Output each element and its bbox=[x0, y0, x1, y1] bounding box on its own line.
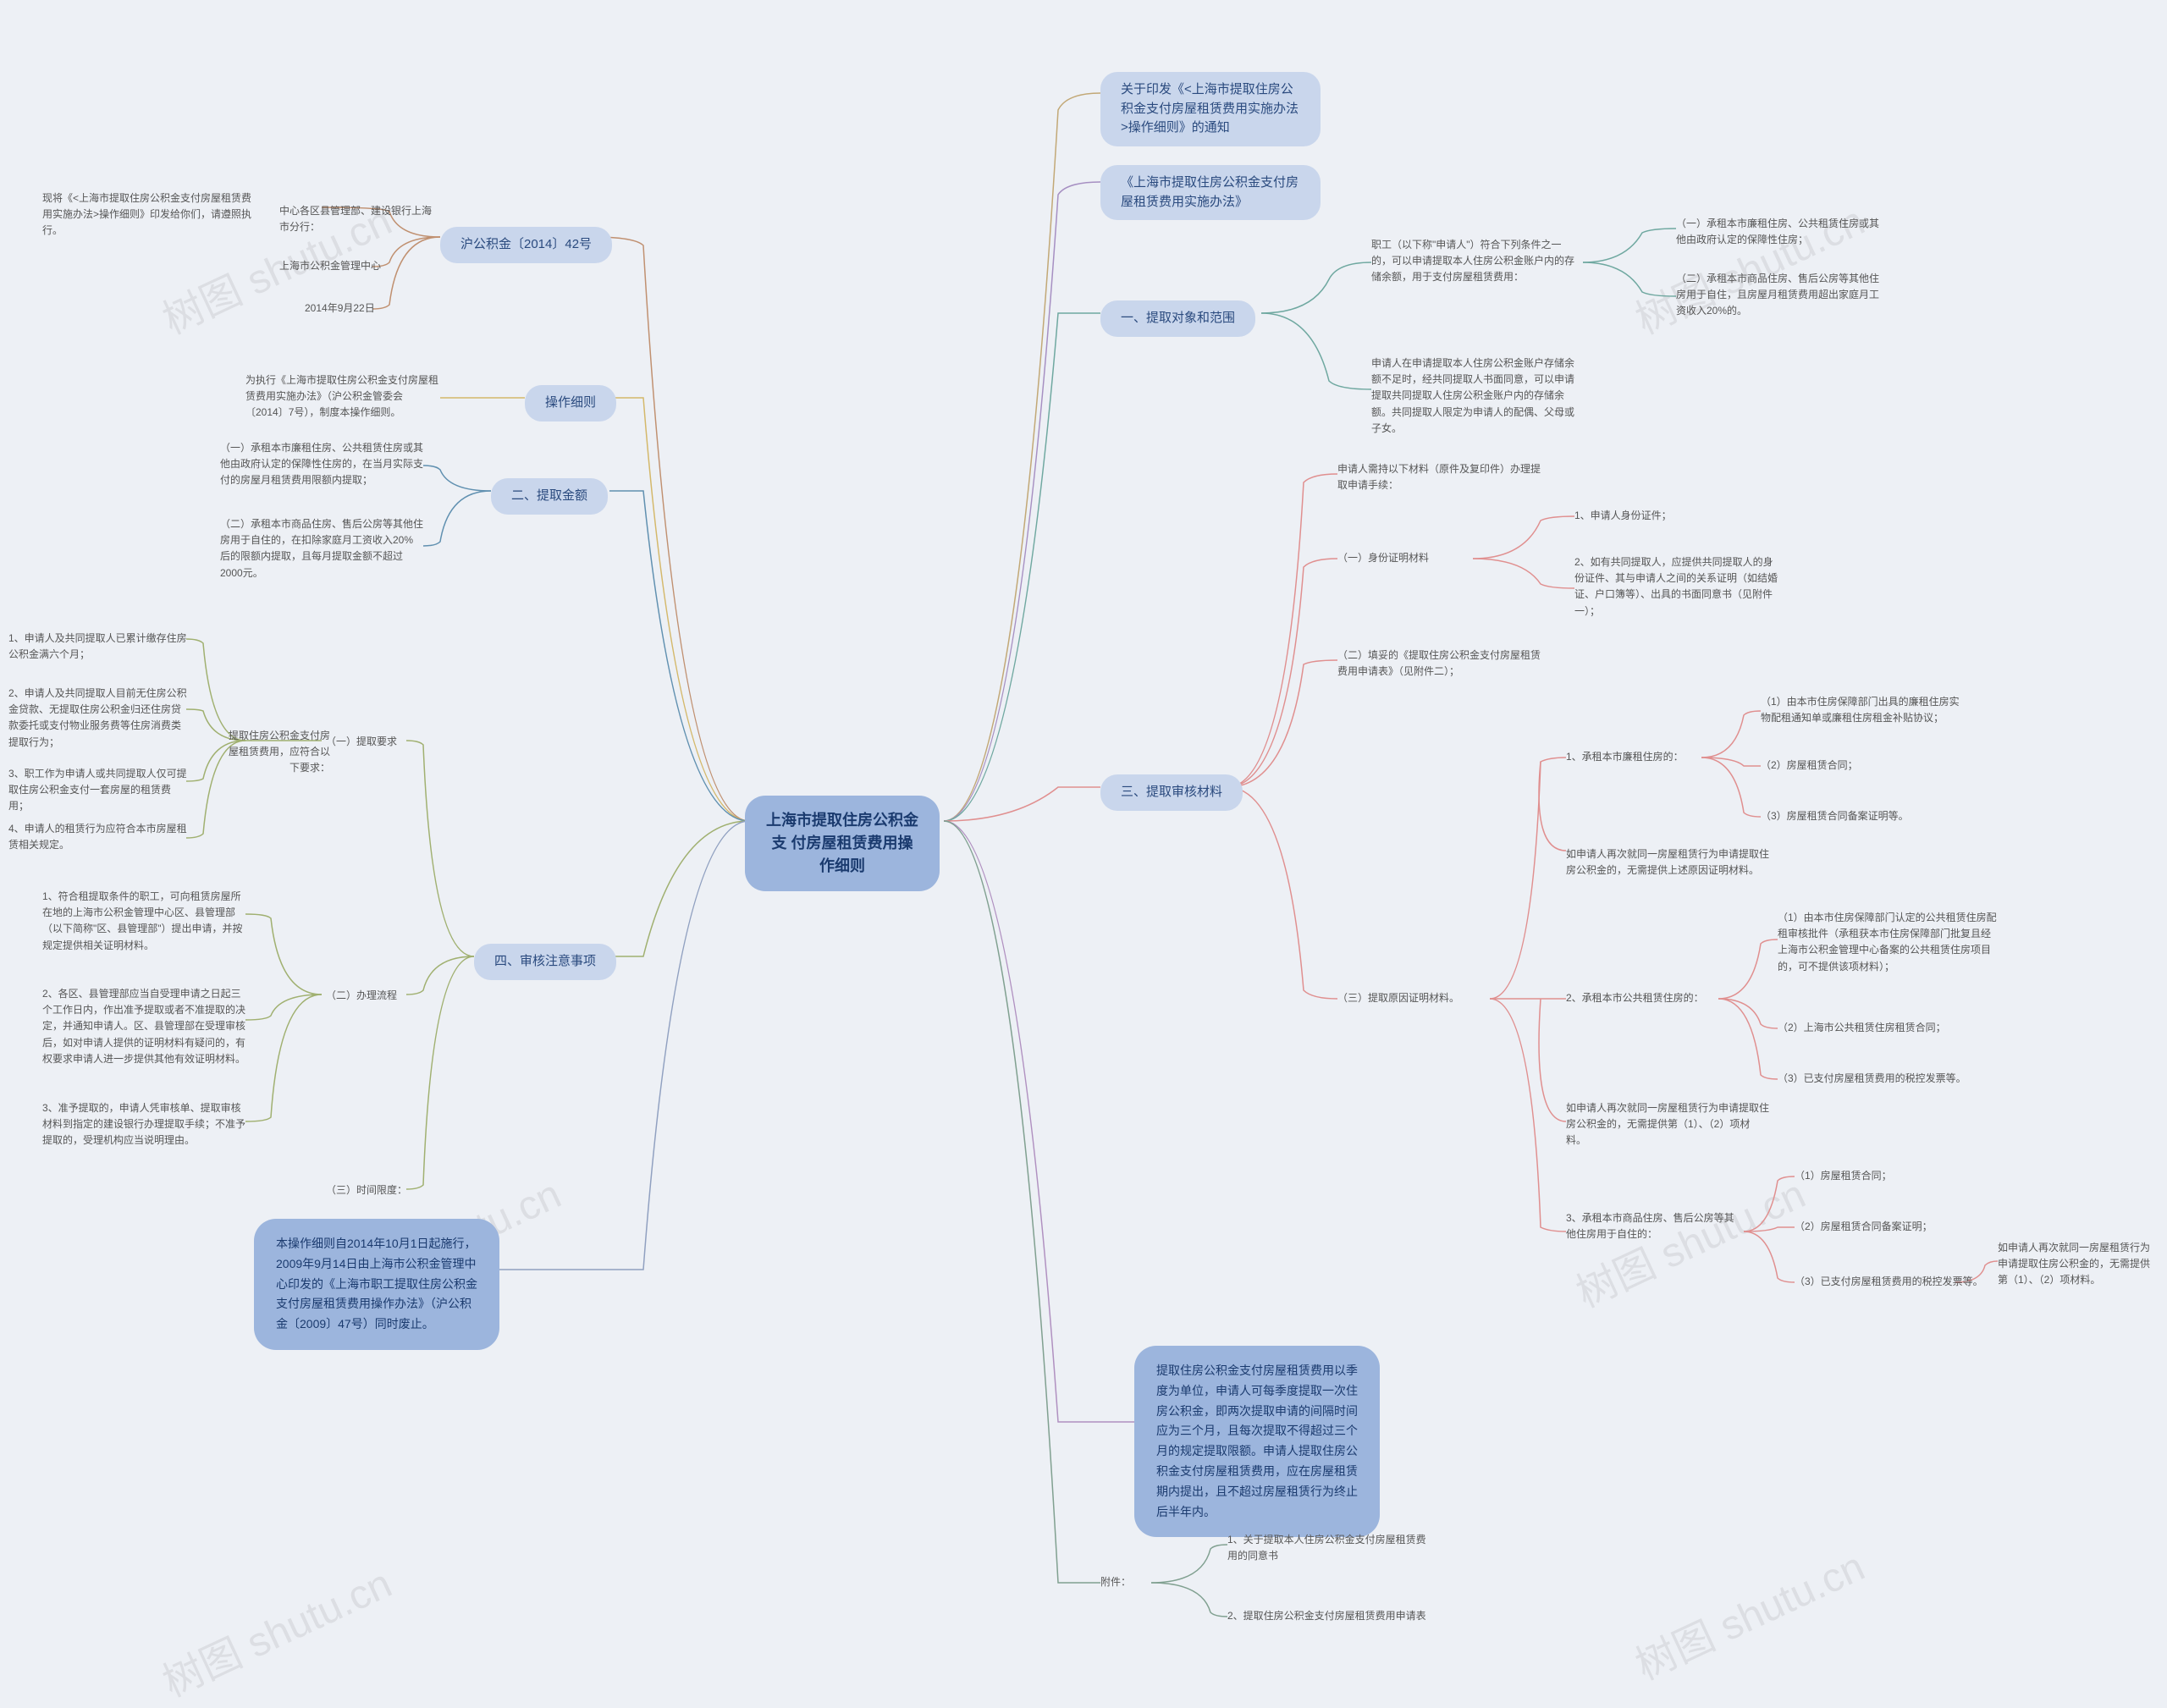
watermark: 树图 shutu.cn bbox=[152, 1551, 400, 1708]
b4-s3: （三）时间限度： bbox=[326, 1182, 407, 1198]
b4-s1: （一）提取要求 bbox=[326, 734, 397, 750]
branch-3: 三、提取审核材料 bbox=[1100, 774, 1243, 811]
b1-sub1: 职工（以下称"申请人"）符合下列条件之一的，可以申请提取本人住房公积金账户内的存… bbox=[1371, 237, 1574, 286]
b4-s2c: 3、准予提取的，申请人凭审核单、提取审核材料到指定的建设银行办理提取手续；不准予… bbox=[42, 1100, 245, 1149]
watermark: 树图 shutu.cn bbox=[1624, 188, 1872, 345]
branch-2: 二、提取金额 bbox=[491, 478, 608, 515]
b3-s1a: 1、申请人身份证件； bbox=[1574, 508, 1672, 524]
attach-a: 1、关于提取本人住房公积金支付房屋租赁费用的同意书 bbox=[1227, 1532, 1431, 1564]
b3-r3a: （1）房屋租赁合同； bbox=[1795, 1168, 1892, 1184]
b3-r1: 1、承租本市廉租住房的： bbox=[1566, 749, 1684, 765]
watermark: 树图 shutu.cn bbox=[1624, 1534, 1872, 1691]
b3-r1-note: 如申请人再次就同一房屋租赁行为申请提取住房公积金的，无需提供上述原因证明材料。 bbox=[1566, 846, 1769, 879]
b4-s1a: 1、申请人及共同提取人已累计缴存住房公积金满六个月； bbox=[8, 631, 190, 663]
quarterly-note: 提取住房公积金支付房屋租赁费用以季度为单位，申请人可每季度提取一次住房公积金，即… bbox=[1134, 1346, 1380, 1537]
b4-s2: （二）办理流程 bbox=[326, 988, 397, 1004]
b1-sub1a: （一）承租本市廉租住房、公共租赁住房或其他由政府认定的保障性住房； bbox=[1676, 216, 1879, 248]
b3-s1b: 2、如有共同提取人，应提供共同提取人的身份证件、其与申请人之间的关系证明（如结婚… bbox=[1574, 554, 1778, 620]
b3-s1: （一）身份证明材料 bbox=[1337, 550, 1429, 566]
attach-b: 2、提取住房公积金支付房屋租赁费用申请表 bbox=[1227, 1608, 1426, 1624]
b3-r3b: （2）房屋租赁合同备案证明； bbox=[1795, 1219, 1933, 1235]
b2-a: （一）承租本市廉租住房、公共租赁住房或其他由政府认定的保障性住房的，在当月实际支… bbox=[220, 440, 423, 489]
b2-b: （二）承租本市商品住房、售后公房等其他住房用于自住的，在扣除家庭月工资收入20%… bbox=[220, 516, 423, 581]
effective-note: 本操作细则自2014年10月1日起施行，2009年9月14日由上海市公积金管理中… bbox=[254, 1219, 499, 1350]
detail-sub: 为执行《上海市提取住房公积金支付房屋租赁费用实施办法》（沪公积金管委会〔2014… bbox=[245, 372, 440, 421]
doc-num: 沪公积金〔2014〕42号 bbox=[440, 227, 612, 263]
notice-1: 关于印发《<上海市提取住房公积金支付房屋租赁费用实施办法>操作细则》的通知 bbox=[1100, 72, 1321, 146]
b3-r3c: （3）已支付房屋租赁费用的税控发票等。 bbox=[1795, 1274, 1983, 1290]
doc-sub2: 上海市公积金管理中心 bbox=[279, 258, 381, 274]
b3-r2-note: 如申请人再次就同一房屋租赁行为申请提取住房公积金的，无需提供第（1）、（2）项材… bbox=[1566, 1100, 1769, 1149]
doc-sub1b: 中心各区县管理部、建设银行上海市分行： bbox=[279, 203, 432, 235]
b3-r3-note: 如申请人再次就同一房屋租赁行为申请提取住房公积金的，无需提供第（1）、（2）项材… bbox=[1998, 1240, 2150, 1289]
b3-r2b: （2）上海市公共租赁住房租赁合同； bbox=[1778, 1020, 1946, 1036]
b3-r3: 3、承租本市商品住房、售后公房等其他住房用于自住的： bbox=[1566, 1210, 1735, 1242]
detail-label: 操作细则 bbox=[525, 385, 616, 421]
branch-1: 一、提取对象和范围 bbox=[1100, 300, 1255, 337]
b1-sub2: 申请人在申请提取本人住房公积金账户存储余额不足时，经共同提取人书面同意，可以申请… bbox=[1371, 355, 1574, 437]
b3-r2: 2、承租本市公共租赁住房的： bbox=[1566, 990, 1704, 1006]
branch-4: 四、审核注意事项 bbox=[474, 944, 616, 980]
b3-r1a: （1）由本市住房保障部门出具的廉租住房实物配租通知单或廉租住房租金补贴协议； bbox=[1761, 694, 1964, 726]
center-node: 上海市提取住房公积金支 付房屋租赁费用操作细则 bbox=[745, 796, 940, 891]
b3-apply: 申请人需持以下材料（原件及复印件）办理提取申请手续： bbox=[1337, 461, 1541, 493]
b3-s3: （三）提取原因证明材料。 bbox=[1337, 990, 1459, 1006]
b3-r2c: （3）已支付房屋租赁费用的税控发票等。 bbox=[1778, 1071, 1966, 1087]
b4-s1-intro-r: 提取住房公积金支付房屋租赁费用，应符合以下要求： bbox=[220, 728, 330, 777]
b4-s1b: 2、申请人及共同提取人目前无住房公积金贷款、无提取住房公积金归还住房贷款委托或支… bbox=[8, 686, 190, 751]
attach-label: 附件： bbox=[1100, 1574, 1131, 1590]
doc-sub3: 2014年9月22日 bbox=[305, 300, 375, 317]
b4-s2a: 1、符合租提取条件的职工，可向租赁房屋所在地的上海市公积金管理中心区、县管理部（… bbox=[42, 889, 245, 954]
b4-s1c: 3、职工作为申请人或共同提取人仅可提取住房公积金支付一套房屋的租赁费用； bbox=[8, 766, 190, 815]
b3-r2a: （1）由本市住房保障部门认定的公共租赁住房配租审核批件（承租获本市住房保障部门批… bbox=[1778, 910, 1998, 975]
doc-sub1: 现将《<上海市提取住房公积金支付房屋租赁费用实施办法>操作细则》印发给你们，请遵… bbox=[42, 190, 254, 240]
b3-r1b: （2）房屋租赁合同； bbox=[1761, 758, 1858, 774]
b1-sub1b: （二）承租本市商品住房、售后公房等其他住房用于自住，且房屋月租赁费用超出家庭月工… bbox=[1676, 271, 1879, 320]
b4-s2b: 2、各区、县管理部应当自受理申请之日起三个工作日内，作出准予提取或者不准提取的决… bbox=[42, 986, 245, 1067]
notice-2: 《上海市提取住房公积金支付房屋租赁费用实施办法》 bbox=[1100, 165, 1321, 220]
b3-r1c: （3）房屋租赁合同备案证明等。 bbox=[1761, 808, 1909, 824]
b3-s2: （二）填妥的《提取住房公积金支付房屋租赁费用申请表》（见附件二）； bbox=[1337, 647, 1541, 680]
mindmap-edges bbox=[0, 0, 2167, 1684]
b4-s1d: 4、申请人的租赁行为应符合本市房屋租赁相关规定。 bbox=[8, 821, 190, 853]
